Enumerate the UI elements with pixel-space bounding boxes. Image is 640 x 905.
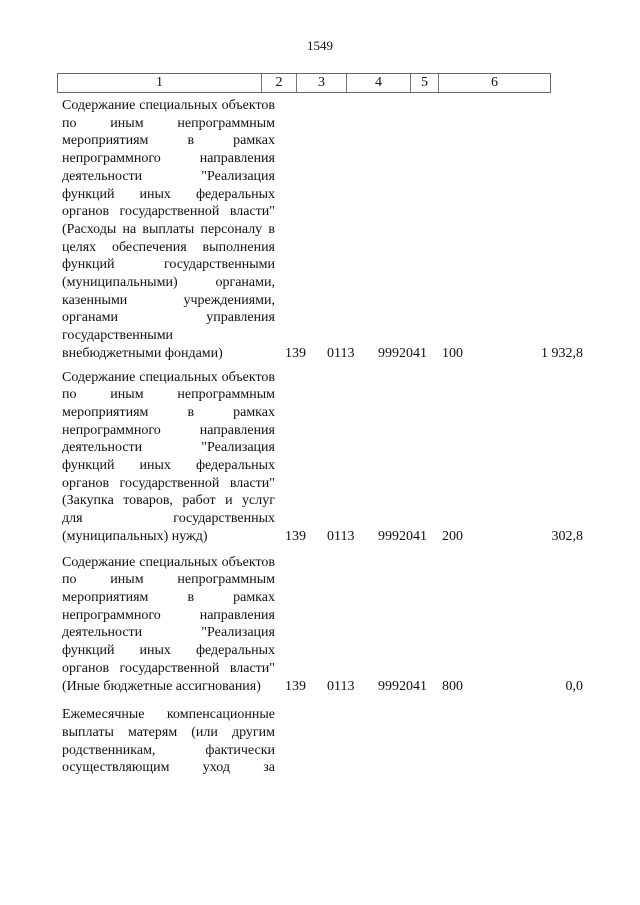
- table-row: Ежемесячные компенсационные выплаты мате…: [62, 706, 602, 777]
- cell-col-5: 100: [442, 345, 463, 361]
- cell-col-6: 1 932,8: [541, 345, 583, 361]
- cell-col-6: 302,8: [551, 528, 584, 544]
- cell-col-3: 0113: [327, 345, 355, 361]
- cell-col-6: 0,0: [565, 678, 584, 694]
- cell-col-4: 9992041: [378, 678, 427, 694]
- header-col-3: 3: [297, 74, 347, 92]
- header-col-2: 2: [262, 74, 297, 92]
- table-row: Содержание специальных объектов по иным …: [62, 554, 602, 696]
- cell-col-5: 800: [442, 678, 463, 694]
- cell-col-3: 0113: [327, 678, 355, 694]
- header-col-4: 4: [347, 74, 411, 92]
- table-row: Содержание специальных объектов по иным …: [62, 369, 602, 546]
- cell-col-4: 9992041: [378, 528, 427, 544]
- page-number: 1549: [307, 38, 333, 53]
- row-description: Содержание специальных объектов по иным …: [62, 98, 275, 361]
- row-description: Ежемесячные компенсационные выплаты мате…: [62, 707, 275, 776]
- table-header: 1 2 3 4 5 6: [57, 73, 551, 93]
- header-col-5: 5: [411, 74, 439, 92]
- table-body: Содержание специальных объектов по иным …: [62, 97, 602, 777]
- cell-col-2: 139: [285, 345, 306, 361]
- header-col-6: 6: [491, 75, 498, 90]
- table-row: Содержание специальных объектов по иным …: [62, 97, 602, 363]
- cell-col-2: 139: [285, 678, 306, 694]
- cell-col-3: 0113: [327, 528, 355, 544]
- header-col-1: 1: [58, 74, 262, 92]
- cell-col-2: 139: [285, 528, 306, 544]
- row-description: Содержание специальных объектов по иным …: [62, 369, 275, 544]
- cell-col-4: 9992041: [378, 345, 427, 361]
- row-description: Содержание специальных объектов по иным …: [62, 554, 275, 694]
- cell-col-5: 200: [442, 528, 463, 544]
